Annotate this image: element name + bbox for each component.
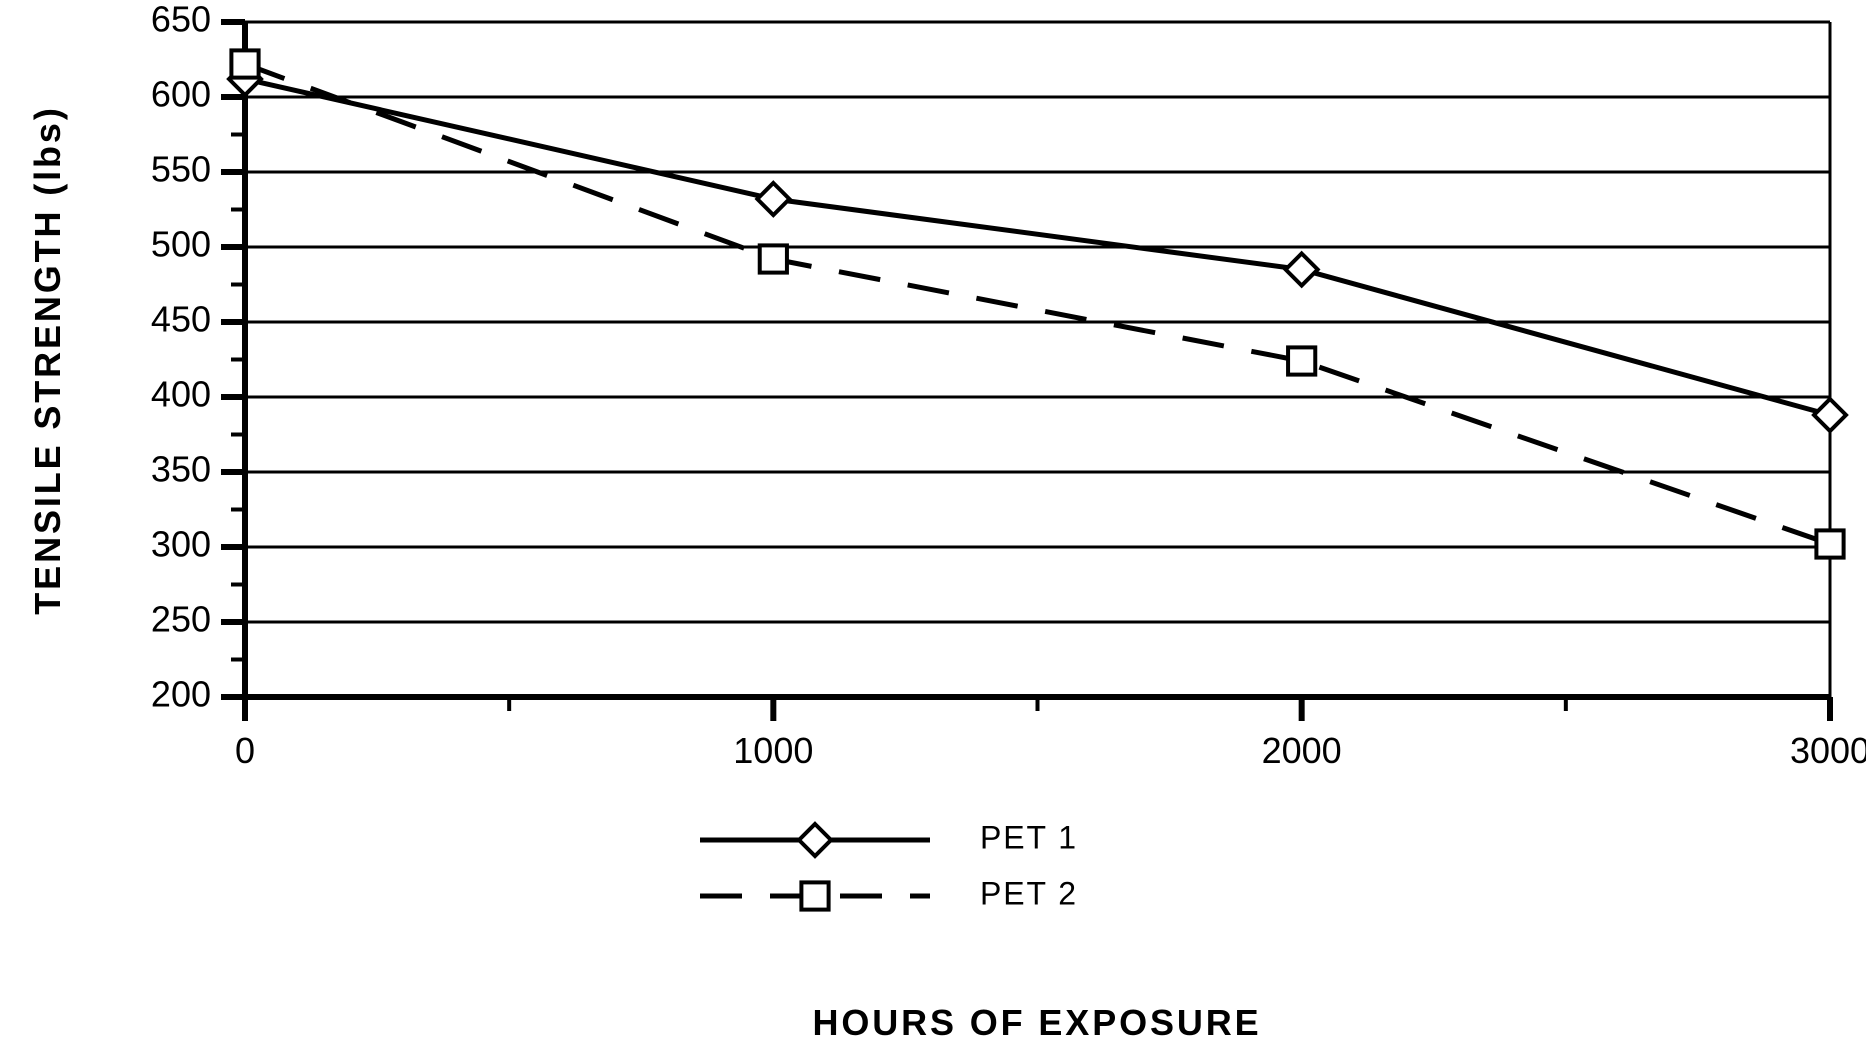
- x-tick-label: 3000: [1790, 730, 1866, 771]
- x-tick-label: 1000: [733, 730, 813, 771]
- y-tick-label: 200: [151, 674, 211, 715]
- y-tick-label: 550: [151, 149, 211, 190]
- y-axis-label: TENSILE STRENGTH (lbs): [27, 105, 68, 614]
- tensile-strength-chart: 200 250 300 350 400 450 500 550 600 650 0 1000 2000 3…: [0, 0, 1866, 1061]
- x-axis-label: HOURS OF EXPOSURE: [812, 1002, 1261, 1043]
- y-tick-label: 400: [151, 374, 211, 415]
- y-tick-label: 350: [151, 449, 211, 490]
- marker-square: [231, 50, 258, 77]
- y-tick-label: 450: [151, 299, 211, 340]
- chart-svg: 200 250 300 350 400 450 500 550 600 650 0 1000 2000 3…: [0, 0, 1866, 1061]
- marker-square: [1288, 347, 1315, 374]
- marker-square-legend: [801, 882, 828, 909]
- y-tick-label: 650: [151, 0, 211, 40]
- y-tick-label: 300: [151, 524, 211, 565]
- y-tick-label: 250: [151, 599, 211, 640]
- marker-square: [760, 245, 787, 272]
- legend-label-pet-2: PET 2: [980, 875, 1078, 911]
- y-tick-label: 600: [151, 74, 211, 115]
- marker-square: [1816, 530, 1843, 557]
- y-tick-label: 500: [151, 224, 211, 265]
- chart-background: [0, 0, 1866, 1061]
- legend-label-pet-1: PET 1: [980, 819, 1078, 855]
- x-tick-label: 2000: [1262, 730, 1342, 771]
- x-tick-label: 0: [235, 730, 255, 771]
